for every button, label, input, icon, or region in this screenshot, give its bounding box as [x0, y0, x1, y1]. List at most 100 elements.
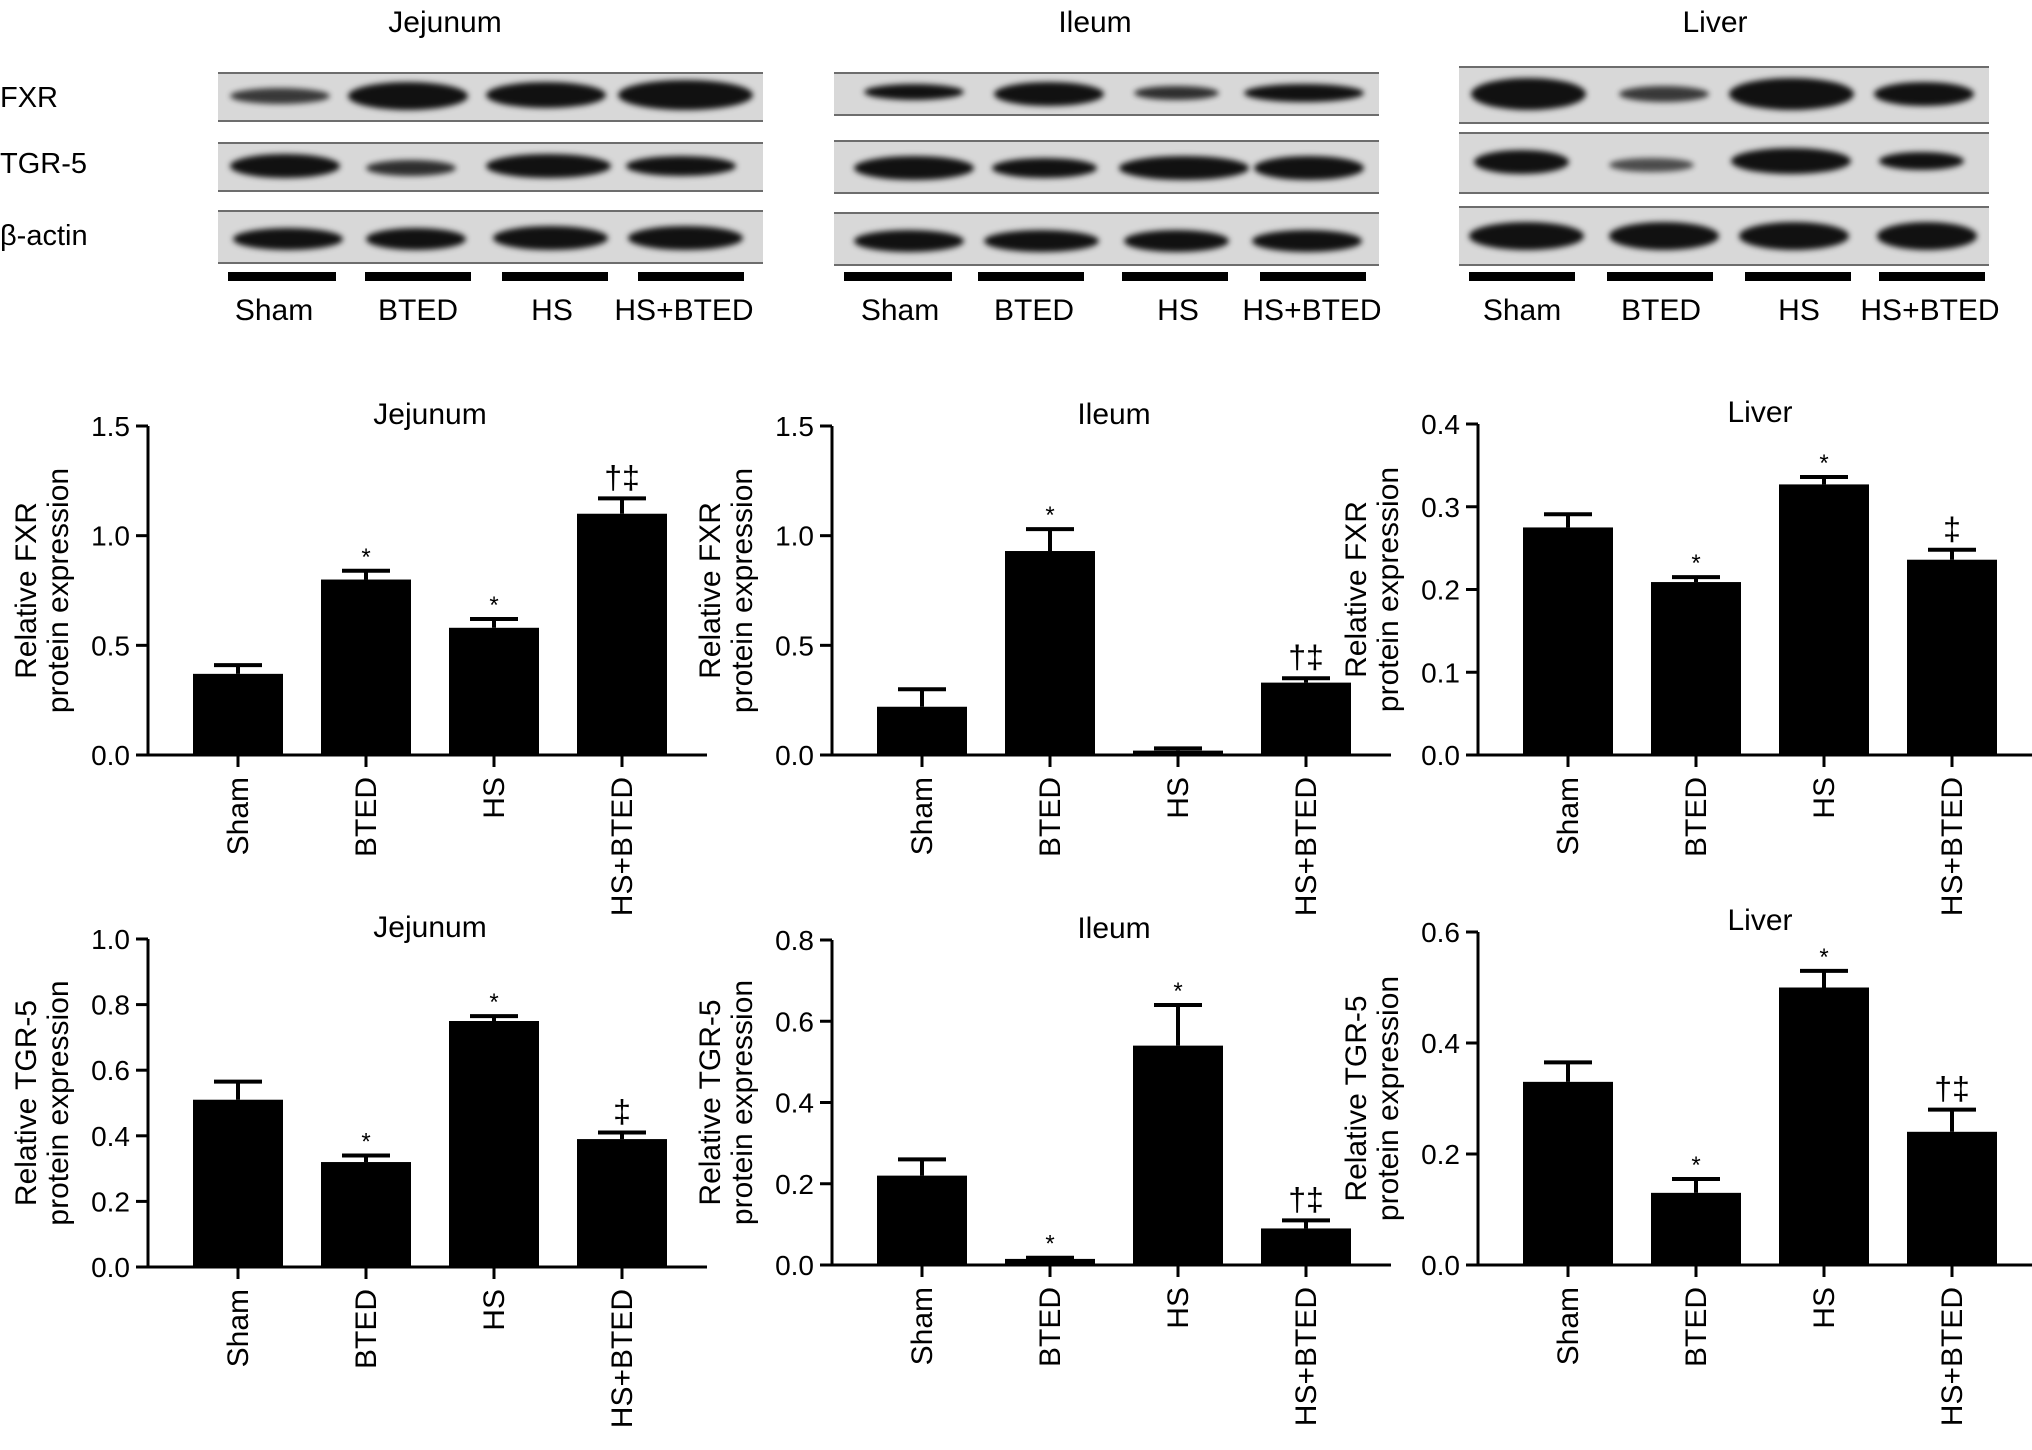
- y-tick-label: 0.0: [775, 1250, 814, 1281]
- x-tick-label: BTED: [1034, 777, 1067, 857]
- bar: [1651, 582, 1741, 755]
- y-tick-label: 0.5: [91, 630, 130, 661]
- significance-label: *: [1045, 502, 1054, 529]
- y-tick-label: 0.3: [1421, 492, 1460, 523]
- band: [992, 158, 1097, 178]
- blot-strip-fxr: [834, 72, 1379, 116]
- band: [1244, 84, 1364, 102]
- bar: [877, 1175, 967, 1265]
- blot-title: Liver: [1682, 6, 1748, 39]
- significance-label: *: [1691, 550, 1700, 577]
- lane-label: Sham: [860, 294, 940, 327]
- y-axis-label-line: Relative FXR: [694, 502, 727, 679]
- band: [1471, 78, 1586, 110]
- lane-label: HS+BTED: [1242, 294, 1382, 327]
- x-tick-label: Sham: [906, 1287, 939, 1365]
- blot-strip-beta-actin: [1459, 206, 1989, 266]
- x-tick-label: BTED: [1680, 1287, 1713, 1367]
- lane-bar: [844, 272, 952, 281]
- blot-strip-tgr5: [834, 140, 1379, 194]
- y-tick-label: 1.5: [91, 411, 130, 442]
- significance-label: *: [1819, 450, 1828, 477]
- bar: [193, 673, 283, 755]
- y-axis-label-line: protein expression: [1372, 467, 1405, 712]
- band: [1731, 148, 1851, 174]
- band: [493, 226, 608, 250]
- band: [348, 82, 468, 110]
- band: [1874, 82, 1974, 106]
- band: [618, 80, 753, 110]
- chart-title: Liver: [1727, 396, 1792, 429]
- bar: [877, 706, 967, 755]
- band: [854, 230, 964, 252]
- lane-bar: [1879, 272, 1985, 281]
- y-axis-label-line: protein expression: [726, 980, 759, 1225]
- band: [1879, 152, 1964, 170]
- bar: [1779, 987, 1869, 1265]
- band: [1877, 222, 1977, 250]
- x-tick-label: Sham: [906, 777, 939, 855]
- band: [1254, 156, 1364, 180]
- y-tick-label: 0.4: [775, 1088, 814, 1119]
- y-tick-label: 0.2: [91, 1186, 130, 1217]
- band: [1119, 156, 1249, 180]
- bar: [1261, 682, 1351, 755]
- y-tick-label: 0.0: [1421, 1250, 1460, 1281]
- y-axis-label: Relative TGR-5protein expression: [10, 980, 75, 1225]
- lane-label: Sham: [234, 294, 314, 327]
- band: [854, 156, 974, 180]
- y-tick-label: 0.6: [1421, 917, 1460, 948]
- lane-label: HS+BTED: [614, 294, 754, 327]
- lane-bar: [638, 272, 744, 281]
- significance-label: *: [1691, 1152, 1700, 1179]
- lane-bar: [1122, 272, 1228, 281]
- bar: [321, 579, 411, 755]
- band: [233, 228, 343, 250]
- x-tick-label: HS: [478, 1289, 511, 1331]
- band: [628, 226, 743, 250]
- blot-row-label-tgr5: TGR-5: [0, 148, 87, 180]
- band: [486, 154, 611, 178]
- bar: [1651, 1192, 1741, 1265]
- lane-bar: [365, 272, 471, 281]
- y-tick-label: 0.0: [91, 740, 130, 771]
- lane-label: HS+BTED: [1860, 294, 2000, 327]
- lane-bar: [502, 272, 608, 281]
- bar: [1907, 1131, 1997, 1265]
- band: [1134, 86, 1219, 100]
- significance-label: †‡: [1288, 1181, 1324, 1217]
- y-tick-label: 1.0: [775, 521, 814, 552]
- significance-label: †‡: [1288, 639, 1324, 675]
- significance-label: *: [489, 592, 498, 619]
- lane-label: BTED: [1620, 294, 1701, 327]
- y-axis-label: Relative TGR-5protein expression: [694, 980, 759, 1225]
- blot-strip-tgr5: [1459, 132, 1989, 194]
- lane-label: HS: [531, 294, 573, 327]
- significance-label: †‡: [604, 459, 640, 495]
- bar: [449, 627, 539, 755]
- lane-label: HS: [1778, 294, 1820, 327]
- significance-label: *: [489, 989, 498, 1016]
- chart-panel: 0.0 0.2 0.4 0.6 Liver Relative TGR-5protein e…: [1340, 904, 2032, 1426]
- y-tick-label: 0.0: [775, 740, 814, 771]
- band: [230, 88, 330, 104]
- band: [1609, 222, 1719, 250]
- lane-label: BTED: [993, 294, 1074, 327]
- lane-bar: [1260, 272, 1366, 281]
- significance-label: *: [1819, 944, 1828, 971]
- significance-label: †‡: [1934, 1071, 1970, 1107]
- bar: [321, 1162, 411, 1267]
- blot-panel-ileum: Ileum Sham BTED HS HS+BTED: [820, 0, 1410, 360]
- band: [1124, 230, 1229, 252]
- y-tick-label: 0.8: [775, 925, 814, 956]
- bar: [1133, 750, 1223, 755]
- y-tick-label: 0.6: [775, 1006, 814, 1037]
- y-tick-label: 0.2: [1421, 1139, 1460, 1170]
- x-tick-label: HS+BTED: [606, 777, 639, 916]
- x-tick-label: BTED: [350, 777, 383, 857]
- x-tick-label: HS: [478, 777, 511, 819]
- significance-label: *: [361, 544, 370, 571]
- y-axis-label-line: protein expression: [42, 980, 75, 1225]
